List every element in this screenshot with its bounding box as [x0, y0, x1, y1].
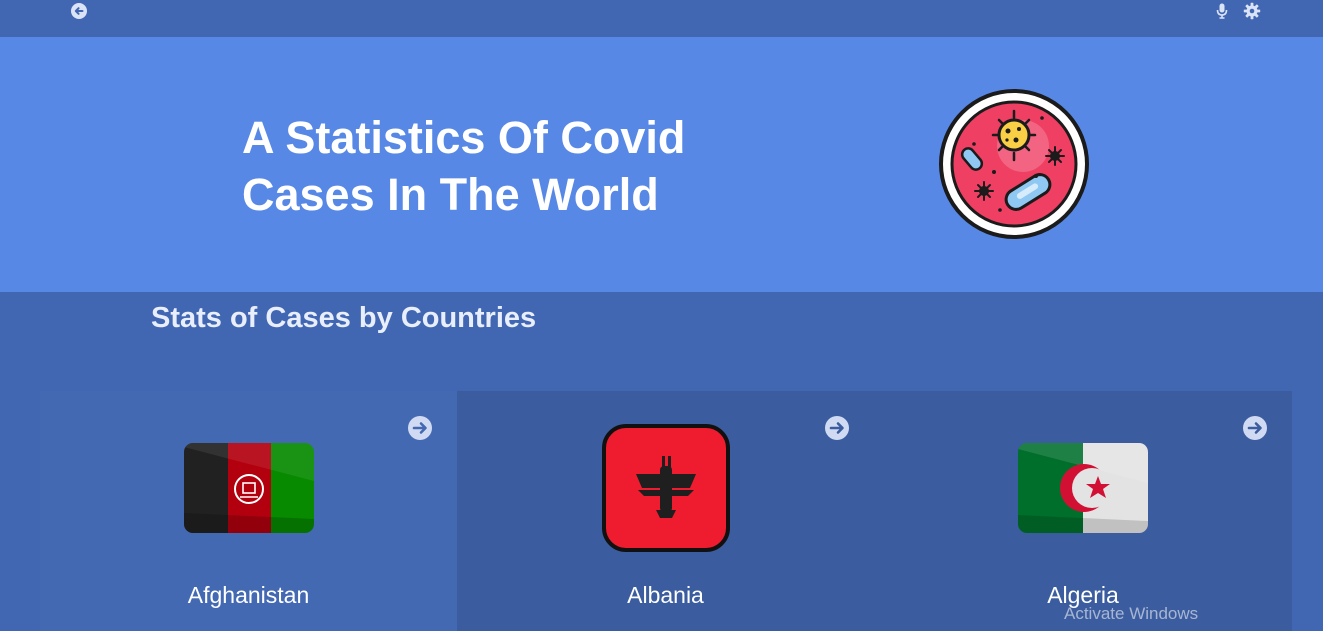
country-name: Algeria — [1047, 582, 1119, 608]
top-bar — [0, 0, 1323, 37]
albania-flag-icon — [601, 424, 730, 557]
arrow-right-circle-icon[interactable] — [1242, 415, 1268, 441]
back-arrow-icon[interactable] — [70, 2, 88, 20]
arrow-right-circle-icon[interactable] — [407, 415, 433, 441]
hero-title: A Statistics Of Covid Cases In The World — [242, 109, 762, 223]
country-card-algeria[interactable]: Algeria — [874, 391, 1292, 631]
hero-title-line2: Cases In The World — [242, 169, 659, 220]
country-card-albania[interactable]: Albania — [457, 391, 874, 631]
section-title: Stats of Cases by Countries — [151, 302, 537, 334]
activate-windows-watermark: Activate Windows — [1064, 604, 1199, 623]
arrow-right-circle-icon[interactable] — [824, 415, 850, 441]
country-name: Albania — [627, 582, 704, 608]
country-name: Afghanistan — [187, 582, 310, 608]
algeria-flag-icon — [1018, 443, 1148, 538]
virus-petri-dish-icon — [938, 88, 1090, 240]
country-card-afghanistan[interactable]: Afghanistan — [40, 391, 457, 631]
gear-icon[interactable] — [1243, 2, 1261, 20]
afghanistan-flag-icon — [183, 443, 314, 538]
hero-banner: A Statistics Of Covid Cases In The World — [0, 37, 1323, 292]
microphone-icon[interactable] — [1213, 2, 1231, 20]
hero-title-line1: A Statistics Of Covid — [242, 112, 686, 163]
